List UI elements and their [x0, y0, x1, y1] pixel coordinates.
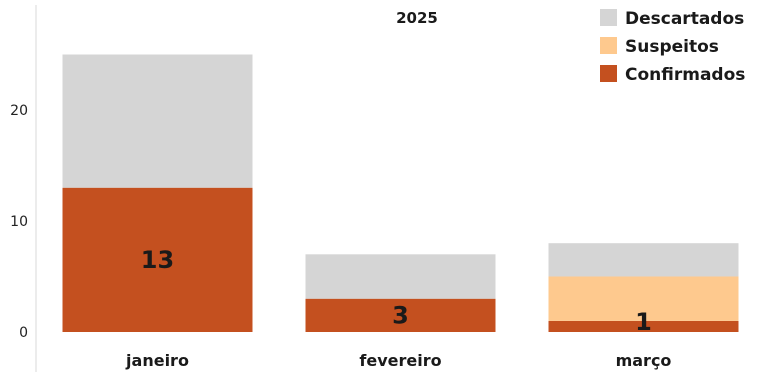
bar-descartados-0	[62, 54, 253, 188]
y-tick-label: 10	[10, 214, 28, 230]
data-labels: 13 3 1	[141, 246, 652, 336]
bar-descartados-1	[305, 254, 496, 299]
bar-confirmados-1	[305, 298, 496, 332]
bar-descartados-2	[548, 243, 739, 277]
bar-suspeitos-2	[548, 276, 739, 321]
y-tick-label: 0	[19, 325, 28, 341]
legend-swatch-confirmados	[600, 65, 617, 82]
category-label: março	[616, 351, 672, 370]
category-label: fevereiro	[359, 351, 441, 370]
legend-swatch-descartados	[600, 9, 617, 26]
legend-label: Confirmados	[625, 65, 745, 85]
legend-label: Descartados	[625, 9, 744, 29]
bar-confirmados-2	[548, 320, 739, 332]
bar-confirmados-0	[62, 187, 253, 332]
category-label: janeiro	[125, 351, 189, 370]
chart-title: 2025	[396, 9, 438, 27]
legend-swatch-suspeitos	[600, 37, 617, 54]
legend: Descartados Suspeitos Confirmados	[600, 9, 745, 85]
data-label: 13	[141, 246, 174, 274]
category-labels: janeiro fevereiro março	[125, 351, 671, 370]
legend-label: Suspeitos	[625, 37, 719, 57]
bars	[62, 54, 739, 332]
data-label: 1	[635, 308, 652, 336]
y-tick-label: 20	[10, 103, 28, 119]
data-label: 3	[392, 301, 409, 329]
y-axis-ticks: 0 10 20	[10, 103, 28, 341]
